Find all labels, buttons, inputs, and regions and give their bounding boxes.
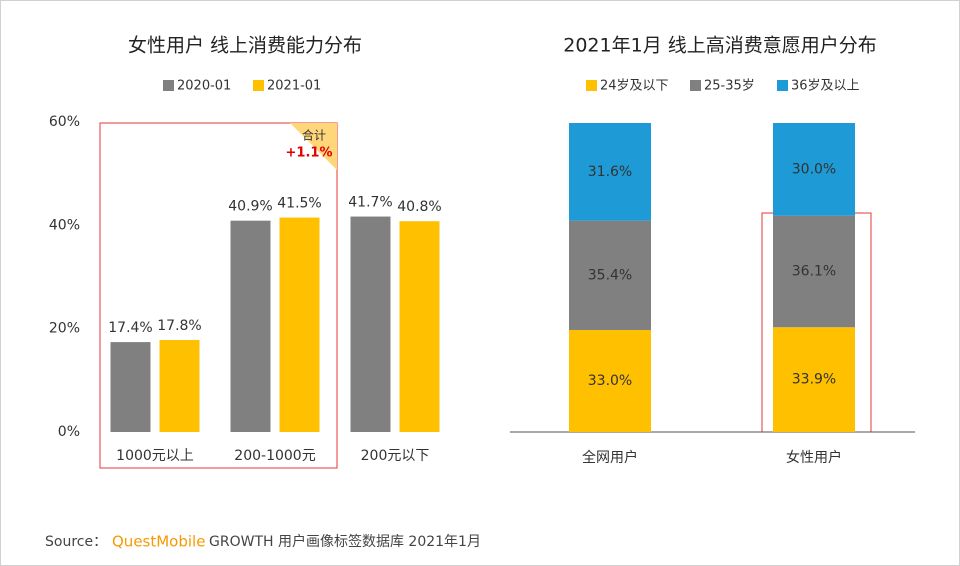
bar (279, 217, 320, 432)
bar-segment (773, 215, 855, 328)
y-tick-label: 20% (49, 321, 80, 337)
bar-segment (569, 220, 651, 331)
legend-label: 24岁及以下 (600, 79, 669, 94)
source-text: GROWTH 用户画像标签数据库 2021年1月 (209, 533, 481, 550)
value-label: 33.0% (588, 373, 632, 389)
x-tick-label: 200元以下 (361, 448, 430, 464)
y-tick-label: 0% (58, 424, 80, 440)
x-tick-label: 女性用户 (786, 449, 842, 466)
value-label: 36.1% (792, 263, 836, 279)
source-label: Source： (45, 534, 107, 550)
value-label: 41.5% (277, 196, 321, 212)
legend-swatch (777, 80, 788, 91)
bar (110, 342, 151, 432)
bar-segment (773, 327, 855, 432)
legend-swatch (253, 80, 264, 91)
value-label: 17.8% (157, 318, 201, 334)
annotation-corner (290, 123, 337, 170)
bar (399, 221, 440, 432)
value-label: 41.7% (348, 195, 392, 211)
value-label: 17.4% (108, 320, 152, 336)
chart-title: 2021年1月 线上高消费意愿用户分布 (563, 35, 876, 57)
source-brand: QuestMobile (112, 533, 205, 551)
bar-segment (773, 123, 855, 216)
value-label: 35.4% (588, 267, 632, 283)
legend-label: 36岁及以上 (791, 79, 860, 94)
bar (350, 216, 391, 432)
bar-segment (569, 123, 651, 221)
value-label: 30.0% (792, 161, 836, 177)
value-label: 40.9% (228, 199, 272, 215)
value-label: 33.9% (792, 372, 836, 388)
annotation-label: 合计 (302, 128, 326, 143)
legend-label: 2020-01 (177, 79, 231, 94)
legend-swatch (690, 80, 701, 91)
chart-title: 女性用户 线上消费能力分布 (128, 35, 362, 57)
x-tick-label: 1000元以上 (116, 448, 194, 464)
legend-swatch (586, 80, 597, 91)
value-label: 31.6% (588, 164, 632, 180)
bar (230, 220, 271, 432)
y-tick-label: 60% (49, 114, 80, 130)
y-tick-label: 40% (49, 217, 80, 233)
bar (159, 340, 200, 432)
bar-segment (569, 330, 651, 432)
x-tick-label: 200-1000元 (234, 448, 315, 464)
annotation-value: +1.1% (286, 146, 333, 161)
x-tick-label: 全网用户 (582, 449, 638, 466)
legend-label: 25-35岁 (704, 79, 755, 94)
legend-swatch (163, 80, 174, 91)
legend-label: 2021-01 (267, 79, 321, 94)
highlight-box (99, 122, 338, 469)
value-label: 40.8% (397, 199, 441, 215)
